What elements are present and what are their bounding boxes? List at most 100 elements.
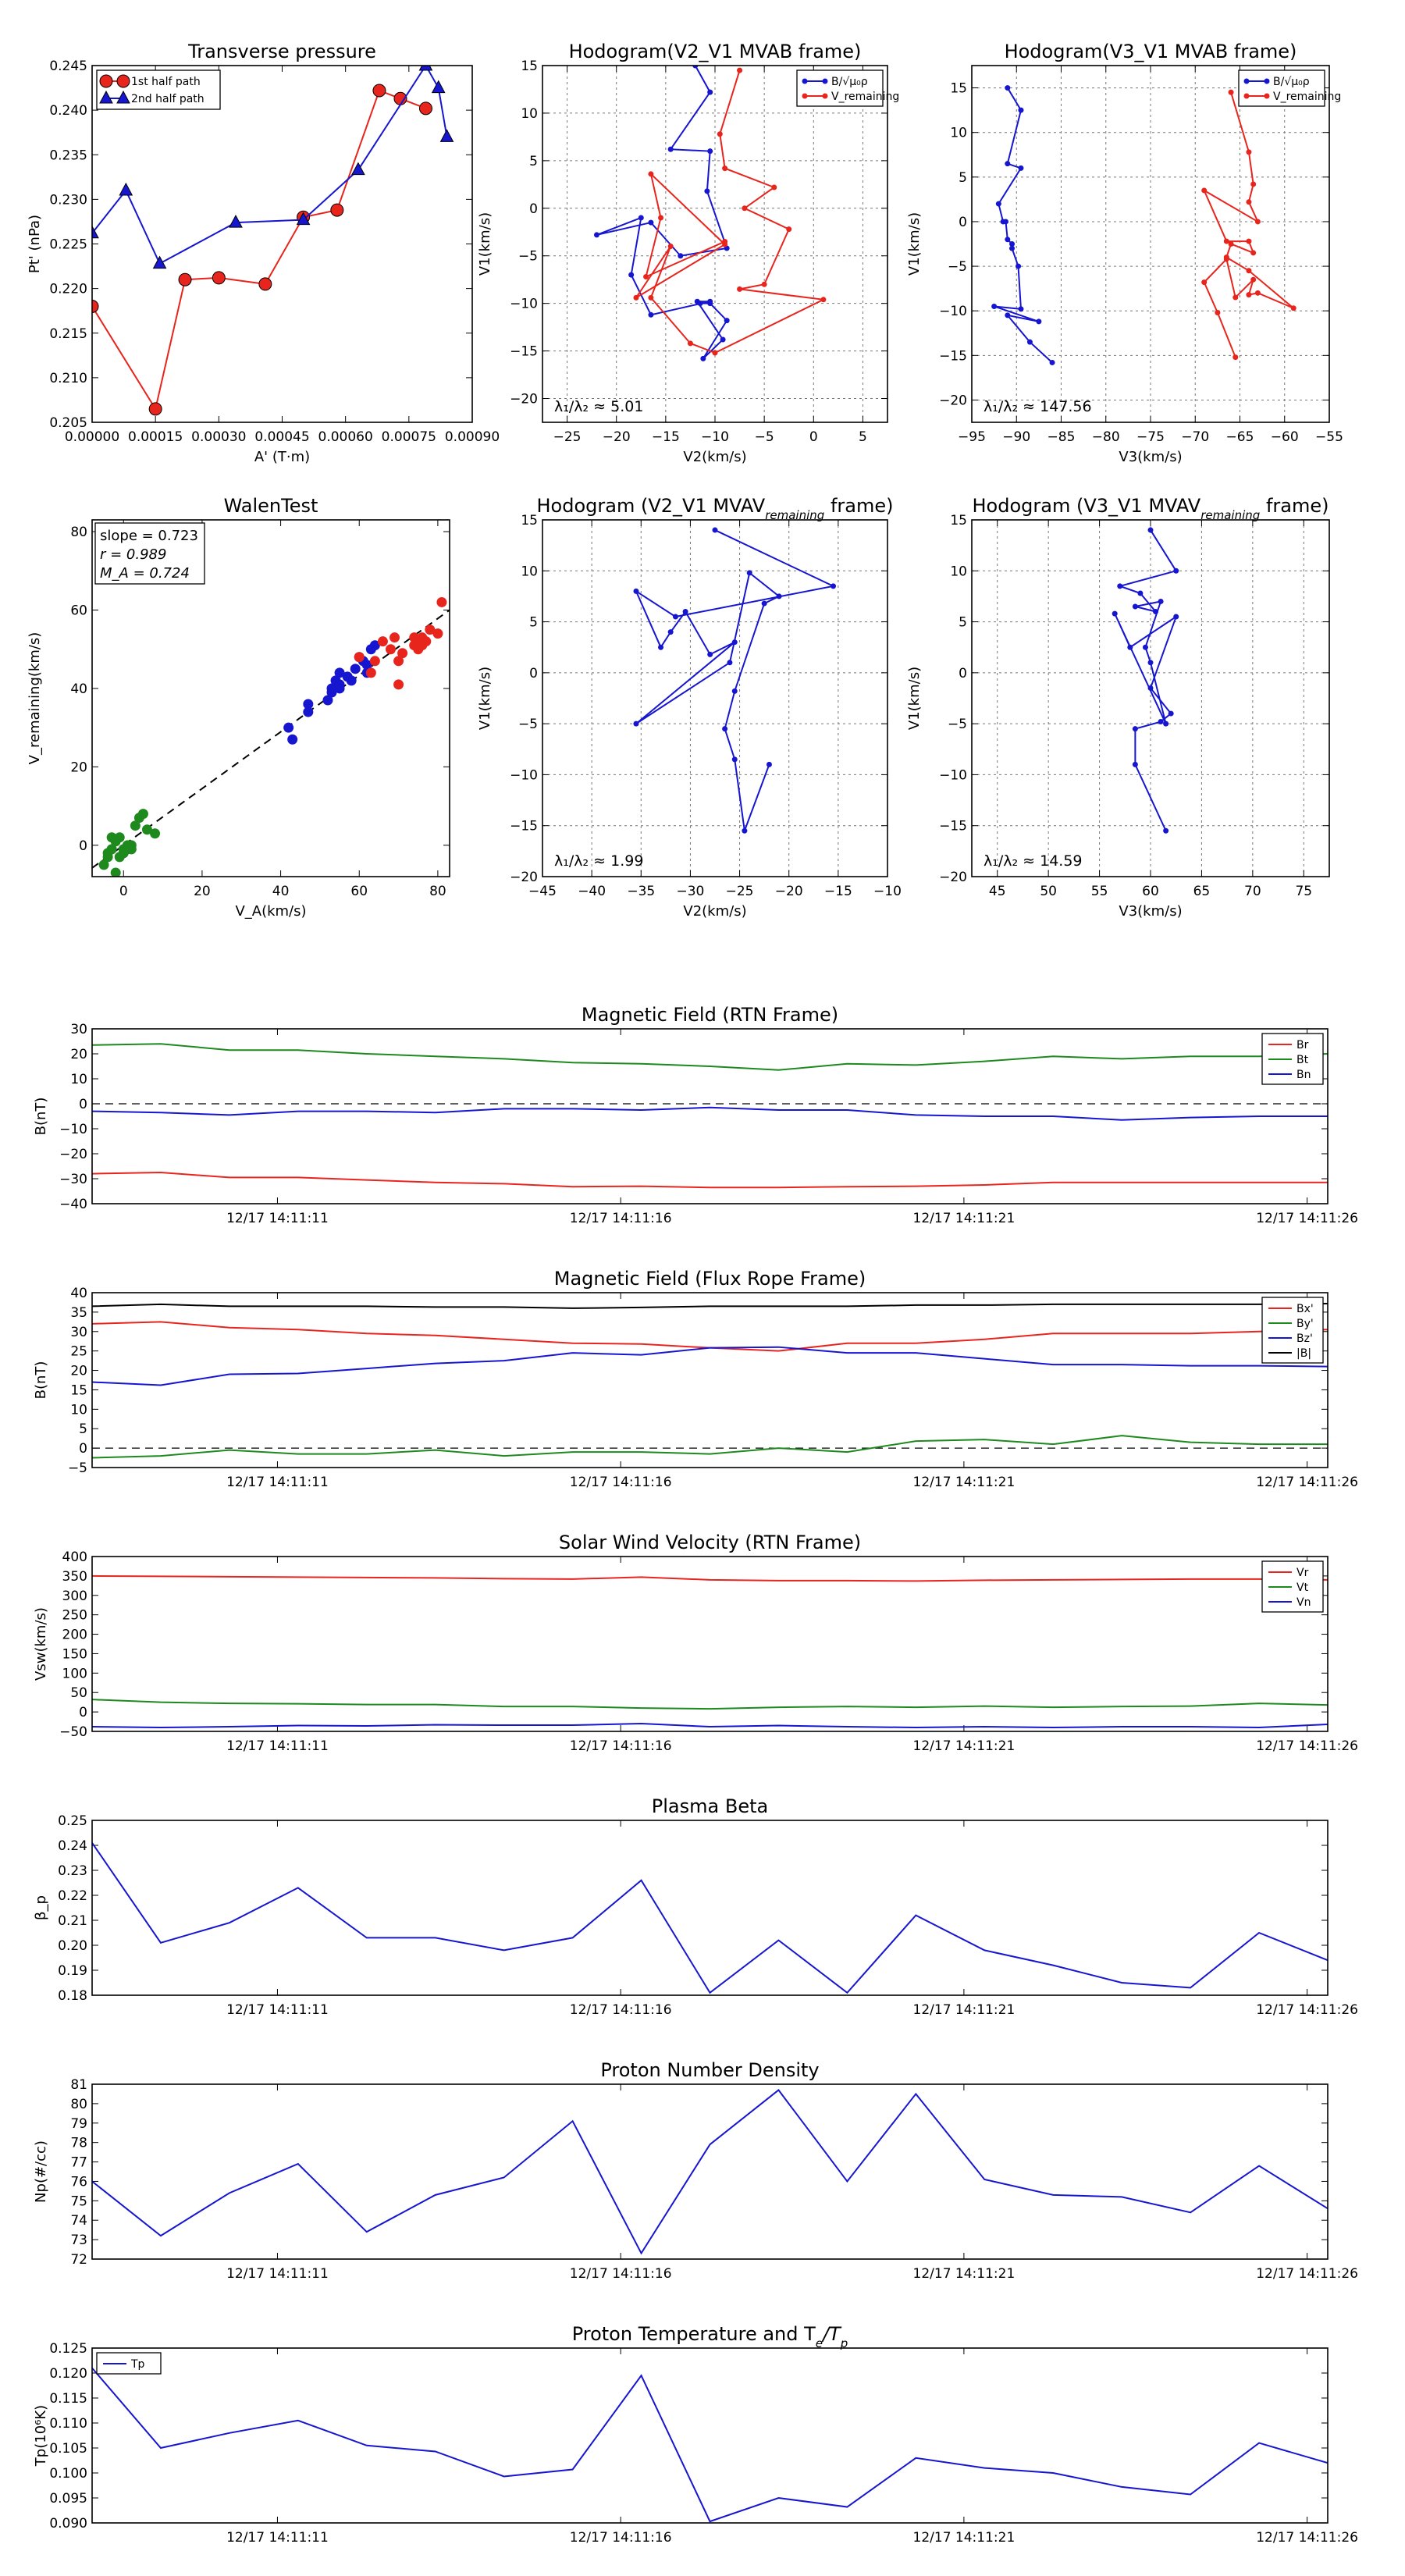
data-point xyxy=(110,867,121,877)
x-tick-label: −25 xyxy=(553,429,582,445)
x-tick-label: 12/17 14:11:21 xyxy=(913,1475,1016,1490)
y-tick-label: 15 xyxy=(521,513,538,528)
series-line-by xyxy=(92,1435,1328,1459)
eigenvalue-ratio-annotation: λ₁/λ₂ ≈ 5.01 xyxy=(554,398,643,415)
x-tick-label: 45 xyxy=(989,884,1006,899)
data-point xyxy=(1009,241,1016,247)
x-axis-label: V2(km/s) xyxy=(683,903,746,920)
chart-title: Hodogram (V3_V1 MVAVremaining frame) xyxy=(973,495,1329,522)
y-tick-label: 81 xyxy=(70,2077,87,2093)
series-line-1sthalfpath xyxy=(92,89,426,411)
y-tick-label: 0.230 xyxy=(49,192,87,208)
chart-hodo_v3_rem: Hodogram (V3_V1 MVAVremaining frame) 45 50… xyxy=(906,495,1330,920)
data-point xyxy=(1228,241,1234,247)
data-point xyxy=(727,660,733,666)
chart-b_fr: Magnetic Field (Flux Rope Frame) 12/17 14… xyxy=(33,1268,1358,1490)
legend-marker xyxy=(99,90,113,104)
y-axis-label: Tp(10⁶K) xyxy=(33,2405,49,2467)
y-tick-label: 0 xyxy=(79,1705,87,1720)
y-tick-label: 0.21 xyxy=(58,1913,87,1929)
x-tick-label: −95 xyxy=(958,429,986,445)
legend: Vr Vt Vn xyxy=(1261,1560,1324,1613)
data-point xyxy=(431,80,446,94)
data-point xyxy=(303,706,314,717)
data-point xyxy=(712,350,718,356)
x-tick-label: −85 xyxy=(1048,429,1076,445)
data-point xyxy=(771,184,777,190)
x-tick-label: 0.00000 xyxy=(65,429,119,445)
series-line-b xyxy=(994,87,1053,364)
data-point xyxy=(1147,527,1154,533)
y-axis-label: B(nT) xyxy=(33,1361,49,1400)
data-point xyxy=(672,614,678,620)
data-point xyxy=(432,628,443,639)
data-point xyxy=(350,664,361,674)
data-point xyxy=(178,272,192,286)
x-tick-label: −10 xyxy=(701,429,729,445)
y-tick-label: 400 xyxy=(62,1550,87,1565)
data-point xyxy=(346,675,357,686)
data-point xyxy=(1117,583,1123,589)
legend-box xyxy=(1238,69,1325,107)
y-axis-label: Np(#/cc) xyxy=(33,2140,49,2203)
title-part: frame) xyxy=(824,495,893,517)
data-point xyxy=(643,274,649,280)
data-point xyxy=(1246,292,1252,298)
data-point xyxy=(687,340,693,347)
x-tick-label: 20 xyxy=(194,884,211,899)
title-subscript: p xyxy=(840,2336,848,2350)
chart-title: Proton Number Density xyxy=(600,2059,819,2081)
data-point xyxy=(1250,250,1257,256)
data-point xyxy=(369,640,380,651)
plot-area xyxy=(92,2089,1328,2255)
data-point xyxy=(114,832,125,843)
y-tick-label: 0 xyxy=(959,666,967,681)
data-point xyxy=(386,644,397,655)
data-point xyxy=(1223,238,1229,244)
y-tick-label: 15 xyxy=(950,513,967,528)
x-tick-label: −90 xyxy=(1002,429,1030,445)
legend-label: By' xyxy=(1297,1318,1314,1330)
data-point xyxy=(761,600,767,607)
y-tick-label: −15 xyxy=(510,819,538,834)
plot-area xyxy=(593,66,827,361)
data-point xyxy=(638,215,644,221)
legend: B/√μ₀ρ V_remaining xyxy=(1238,69,1341,107)
data-point xyxy=(1168,710,1174,717)
data-point xyxy=(453,617,463,627)
x-tick-label: 80 xyxy=(429,884,446,899)
y-tick-label: 10 xyxy=(521,564,538,579)
data-point xyxy=(1005,85,1011,91)
chart-hodo_v2: Hodogram(V2_V1 MVAB frame) −25 −20 −15 −10 −5… xyxy=(477,41,899,465)
y-axis-label: B(nT) xyxy=(33,1098,49,1136)
y-tick-label: 60 xyxy=(70,603,87,619)
y-tick-label: −5 xyxy=(948,717,967,732)
data-point xyxy=(697,301,703,307)
y-tick-label: −10 xyxy=(510,767,538,783)
plot-frame xyxy=(971,519,1330,877)
chart-tp: Proton Temperature and Te/Tp 12/17 14:11:… xyxy=(33,2323,1358,2546)
data-point xyxy=(1026,339,1033,345)
y-axis-label: V1(km/s) xyxy=(477,212,493,276)
y-tick-label: 0.210 xyxy=(49,371,87,386)
data-point xyxy=(92,225,99,239)
data-point xyxy=(1018,165,1024,171)
data-point xyxy=(766,761,772,767)
y-tick-label: 0.205 xyxy=(49,415,87,431)
y-tick-label: −20 xyxy=(510,392,538,407)
x-tick-label: −75 xyxy=(1136,429,1165,445)
x-tick-label: 60 xyxy=(350,884,368,899)
plot-frame xyxy=(91,2083,1329,2260)
series-line-vremaining xyxy=(635,69,827,354)
chart-title: Magnetic Field (Flux Rope Frame) xyxy=(554,1268,866,1290)
data-point xyxy=(1005,161,1011,167)
plot-area xyxy=(92,2367,1328,2523)
x-tick-label: 50 xyxy=(1040,884,1057,899)
y-tick-label: 0 xyxy=(529,666,538,681)
y-tick-label: 0.19 xyxy=(58,1963,87,1979)
data-point xyxy=(633,588,639,594)
data-point xyxy=(1018,107,1024,113)
data-point xyxy=(707,89,713,95)
x-tick-label: −5 xyxy=(755,429,774,445)
